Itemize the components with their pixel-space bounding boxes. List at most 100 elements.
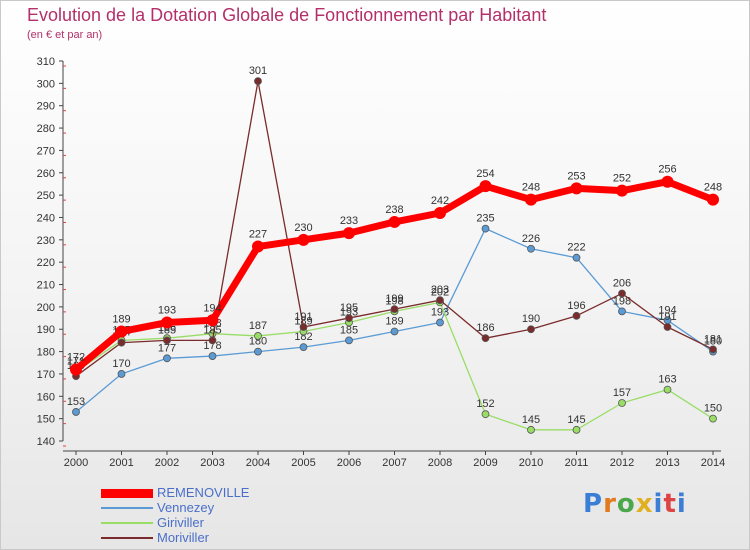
y-tick-label: 280	[37, 123, 55, 135]
data-point	[297, 233, 310, 246]
legend-swatch	[101, 507, 153, 509]
data-label: 163	[658, 374, 676, 386]
proxiti-logo: Proxiti	[583, 489, 687, 519]
y-tick-label: 160	[37, 391, 55, 403]
x-tick-label: 2008	[428, 457, 452, 469]
y-tick-label: 230	[37, 235, 55, 247]
data-point	[663, 385, 672, 394]
data-label: 189	[385, 315, 403, 327]
data-label: 182	[294, 331, 312, 343]
data-label: 152	[476, 398, 494, 410]
data-point	[117, 338, 126, 347]
data-point	[115, 325, 128, 338]
data-point	[663, 323, 672, 331]
data-point	[163, 336, 171, 345]
y-tick-label: 140	[37, 436, 55, 448]
y-tick-label: 210	[37, 280, 55, 292]
data-point	[525, 193, 537, 206]
data-point	[618, 307, 626, 316]
data-label: 253	[567, 170, 585, 182]
y-tick-label: 260	[37, 168, 55, 180]
data-label: 191	[658, 311, 676, 323]
data-point	[390, 305, 399, 314]
data-point	[252, 240, 264, 253]
data-point	[299, 323, 308, 331]
x-tick-label: 2000	[64, 457, 88, 469]
data-point	[527, 325, 535, 334]
data-label: 222	[567, 242, 585, 254]
data-point	[299, 343, 308, 352]
data-label: 186	[476, 322, 494, 334]
chart-legend: REMENOVILLE Vennezey Giriviller Moriviller	[101, 485, 361, 546]
data-point	[709, 414, 717, 423]
x-tick-label: 2001	[109, 457, 133, 469]
y-tick-label: 290	[37, 101, 55, 113]
legend-item: Vennezey	[101, 500, 361, 516]
data-label: 191	[294, 311, 312, 323]
y-tick-label: 180	[37, 347, 55, 359]
legend-label: REMENOVILLE	[157, 485, 250, 500]
data-label: 198	[613, 295, 631, 307]
data-point	[616, 184, 628, 197]
legend-item: Giriviller	[101, 515, 361, 531]
data-point	[254, 347, 262, 356]
data-label: 227	[249, 229, 267, 241]
data-label: 194	[203, 302, 221, 314]
data-point	[479, 180, 492, 193]
data-label: 248	[522, 182, 540, 194]
data-label: 157	[613, 387, 631, 399]
y-tick-label: 190	[37, 324, 55, 336]
data-label: 242	[431, 195, 449, 207]
x-tick-label: 2007	[382, 457, 406, 469]
data-label: 202	[431, 286, 449, 298]
data-point	[343, 227, 355, 240]
data-point	[70, 363, 82, 376]
x-tick-label: 2002	[155, 457, 179, 469]
data-point	[661, 175, 674, 188]
data-point	[161, 316, 173, 329]
data-label: 256	[658, 164, 676, 176]
legend-label: Giriviller	[157, 515, 204, 530]
y-tick-label: 300	[37, 78, 55, 90]
y-tick-label: 220	[37, 257, 55, 269]
chart-title: Evolution de la Dotation Globale de Fonc…	[27, 5, 547, 25]
data-label: 185	[340, 324, 358, 336]
legend-label: Moriviller	[157, 530, 209, 545]
data-label: 193	[158, 305, 176, 317]
x-tick-label: 2014	[701, 457, 725, 469]
data-point	[208, 336, 217, 345]
data-label: 185	[158, 324, 176, 336]
data-point	[436, 318, 444, 327]
data-label: 145	[522, 414, 540, 426]
data-point	[709, 345, 717, 354]
y-tick-label: 170	[37, 369, 55, 381]
data-label: 196	[567, 300, 585, 312]
data-label: 189	[294, 315, 312, 327]
data-point	[481, 410, 490, 419]
y-tick-label: 310	[37, 56, 55, 68]
data-label: 233	[340, 215, 358, 227]
series-moriviller: 1691841851853011911951992031861901962061…	[67, 65, 722, 381]
data-point	[436, 296, 444, 305]
data-point	[163, 354, 171, 363]
data-label: 145	[567, 414, 585, 426]
data-label: 180	[249, 336, 267, 348]
data-label: 235	[476, 213, 494, 225]
data-point	[388, 215, 401, 228]
data-label: 185	[203, 324, 221, 336]
data-point	[117, 370, 126, 378]
data-point	[208, 352, 217, 360]
data-point	[527, 425, 535, 434]
data-point	[206, 314, 219, 327]
data-label: 170	[112, 358, 130, 370]
y-tick-label: 150	[37, 414, 55, 426]
data-label: 238	[385, 204, 403, 216]
data-label: 194	[658, 304, 676, 316]
legend-swatch	[101, 522, 153, 524]
data-point	[572, 253, 581, 262]
data-label: 252	[613, 173, 631, 185]
data-label: 172	[67, 351, 85, 363]
data-label: 190	[522, 313, 540, 325]
data-point	[527, 244, 535, 253]
y-tick-label: 270	[37, 145, 55, 157]
